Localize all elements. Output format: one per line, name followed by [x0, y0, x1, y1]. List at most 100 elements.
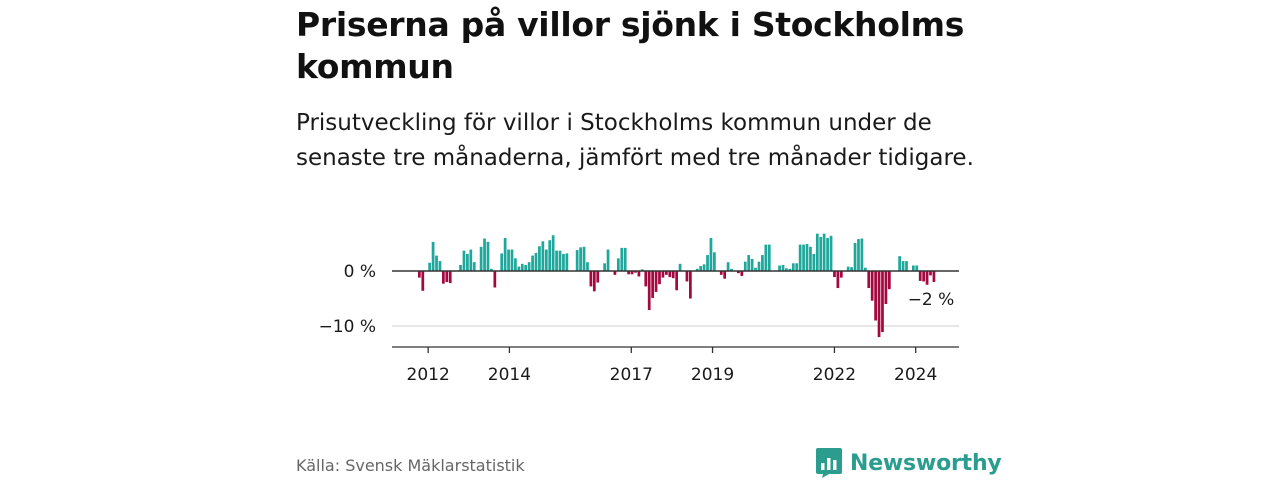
bar [514, 258, 517, 271]
bar [713, 252, 716, 271]
bar [431, 241, 435, 271]
bar [901, 261, 905, 271]
bar [863, 267, 867, 271]
axis-ticks: 2012 2014 2017 2019 2022 2024 [407, 347, 937, 385]
bar [860, 238, 864, 271]
bar [915, 265, 919, 271]
bar [874, 271, 877, 321]
bar [925, 271, 929, 285]
bar [815, 233, 819, 271]
bar [675, 271, 679, 291]
bar [911, 265, 915, 271]
bar [853, 242, 857, 271]
bar [767, 244, 771, 271]
bar [634, 271, 637, 273]
bar [435, 255, 438, 271]
bar [541, 241, 545, 271]
bar [788, 268, 792, 271]
bar [822, 233, 826, 271]
bar [757, 261, 761, 271]
source-note: Källa: Svensk Mäklarstatistik [296, 456, 525, 475]
x-tick-label: 2024 [894, 365, 937, 385]
bar [922, 271, 926, 282]
bar [839, 271, 843, 278]
bar [517, 266, 521, 271]
bar [448, 271, 452, 284]
bar [575, 250, 579, 271]
bar [558, 250, 562, 271]
bar [929, 271, 932, 276]
bar [761, 255, 764, 271]
bar [562, 253, 565, 271]
bar [740, 271, 744, 276]
bar [438, 261, 442, 271]
bar [640, 269, 644, 271]
bar [671, 271, 675, 279]
bar [582, 246, 586, 271]
bar [627, 271, 630, 275]
bar [867, 271, 871, 289]
bar [520, 263, 524, 271]
chart-subtitle: Prisutveckling för villor i Stockholms k… [296, 110, 974, 171]
brand-name: Newsworthy [850, 450, 1002, 476]
bar [548, 240, 552, 271]
bar [723, 271, 727, 279]
bar [654, 271, 658, 292]
bar [706, 255, 709, 271]
x-tick-label: 2019 [691, 365, 734, 385]
bar [466, 253, 469, 271]
bar [592, 271, 596, 292]
bar [661, 271, 665, 278]
x-tick-label: 2014 [488, 365, 531, 385]
bar [829, 235, 833, 271]
bar [586, 262, 589, 271]
bar [689, 271, 692, 299]
bar [479, 246, 483, 271]
bars [418, 233, 936, 337]
y-tick-label: 0 % [344, 262, 376, 282]
bar [603, 263, 606, 271]
bar [472, 262, 476, 271]
bar [743, 261, 747, 271]
bar [445, 271, 449, 282]
gridlines: 0 % −10 % [319, 262, 959, 337]
bar [781, 264, 785, 271]
bar [695, 268, 699, 271]
bar [819, 236, 823, 271]
x-tick-label: 2017 [610, 365, 653, 385]
bar [778, 265, 781, 271]
bar [798, 244, 802, 271]
bar [462, 250, 466, 271]
bar [747, 255, 751, 271]
bar [791, 263, 795, 271]
x-tick-label: 2022 [813, 365, 856, 385]
bar [664, 271, 668, 275]
bar [507, 249, 510, 271]
bar [421, 271, 425, 291]
bar [754, 267, 757, 271]
bar [596, 271, 600, 283]
bar [812, 253, 816, 271]
bar [918, 271, 922, 281]
bar [630, 271, 634, 275]
bar [616, 258, 620, 271]
bar [459, 264, 462, 271]
bar [658, 271, 661, 285]
bar [623, 247, 627, 271]
bar [534, 252, 538, 271]
bar [846, 266, 850, 271]
bar [802, 244, 805, 271]
bar [884, 271, 888, 304]
bar [486, 241, 490, 271]
bar [685, 271, 689, 282]
bar [709, 238, 713, 271]
bar [737, 271, 740, 274]
bar [428, 262, 432, 271]
latest-value-annotation: −2 % [908, 290, 955, 310]
bar [719, 271, 723, 275]
bar [702, 264, 706, 271]
y-tick-label: −10 % [319, 317, 376, 337]
bar [805, 244, 809, 271]
bar [606, 249, 610, 271]
bar [795, 263, 799, 271]
